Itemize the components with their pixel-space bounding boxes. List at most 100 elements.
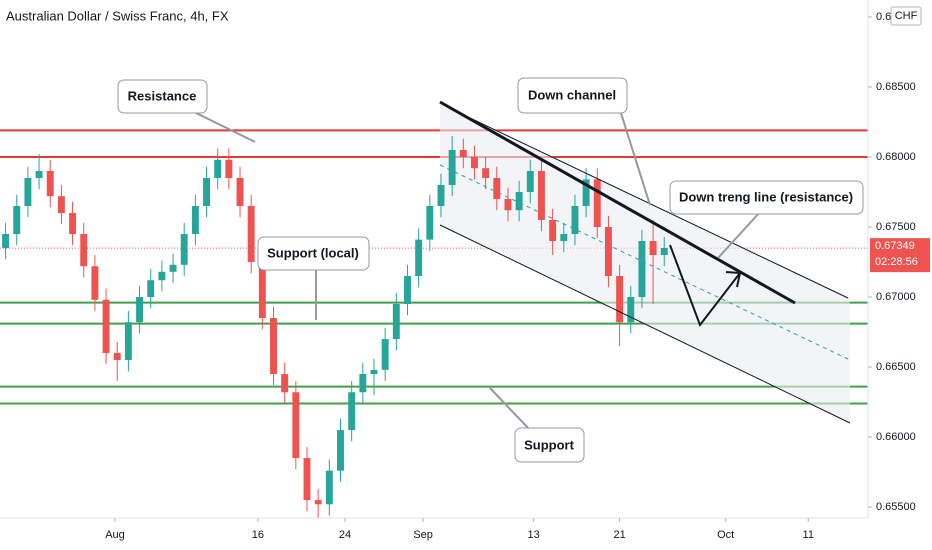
candle-body — [80, 234, 88, 267]
candle-body — [225, 159, 233, 178]
callout-text: Down treng line (resistance) — [679, 189, 853, 204]
y-tick-label: 0.67000 — [876, 291, 916, 303]
candle-body — [236, 177, 244, 206]
candle-body — [46, 170, 54, 197]
callout-pointer — [189, 109, 256, 143]
candle-body — [24, 177, 32, 206]
candle-body — [113, 353, 121, 361]
candle-body — [426, 205, 434, 240]
candle-body — [136, 297, 144, 323]
candle-body — [571, 205, 579, 235]
candle-body — [593, 179, 601, 228]
candle-body — [180, 234, 188, 265]
x-tick-label: 16 — [252, 529, 264, 541]
callout-text: Resistance — [128, 88, 197, 103]
y-tick-label: 0.66000 — [876, 431, 916, 443]
time-axis — [0, 518, 868, 550]
candle-body — [549, 219, 557, 242]
y-tick-label: 0.66500 — [876, 361, 916, 373]
candle-body — [292, 392, 300, 459]
candle-body — [448, 149, 456, 185]
candle-body — [247, 205, 255, 263]
candle-body — [214, 159, 222, 178]
candle-body — [627, 297, 635, 323]
candle-body — [169, 264, 177, 272]
callout-box — [117, 79, 208, 114]
projection-arrow — [669, 244, 741, 328]
candle-body — [13, 205, 21, 235]
channel-upper — [469, 117, 849, 299]
callout-pointer — [717, 211, 761, 259]
x-tick-label: Oct — [717, 529, 734, 541]
callout-box — [257, 236, 370, 271]
candle-body — [270, 318, 277, 375]
callout-text: Down channel — [528, 87, 616, 102]
candle-body — [537, 170, 545, 220]
candle-body — [69, 212, 77, 235]
candle-body — [515, 191, 523, 211]
y-tick-label: 0.68500 — [876, 81, 916, 93]
candle-body — [392, 304, 400, 340]
callout-text: Support — [524, 437, 574, 452]
x-tick-label: 21 — [613, 529, 625, 541]
candle-body — [504, 198, 512, 211]
candle-body — [359, 374, 367, 393]
y-tick-label: 0.68000 — [876, 151, 916, 163]
candle-body — [493, 177, 501, 199]
candle-body — [471, 156, 478, 169]
x-tick-label: Sep — [413, 529, 433, 541]
callout-box — [514, 427, 585, 463]
callouts: Resistance Down channel Down treng line … — [117, 77, 864, 463]
candle-body — [35, 170, 43, 178]
candle-body — [303, 458, 311, 501]
candle-body — [191, 205, 199, 235]
callout-box — [517, 77, 628, 114]
candle-body — [314, 500, 322, 505]
candle-body — [348, 392, 356, 431]
candle-body — [57, 196, 65, 213]
callout-pointer — [489, 387, 531, 431]
callout-pointer — [619, 109, 651, 206]
candle-body — [203, 177, 210, 206]
price-axis — [868, 0, 932, 550]
candle-body — [482, 168, 490, 178]
candle-body — [381, 339, 389, 370]
candle-body — [124, 322, 132, 361]
chart-title: Australian Dollar / Swiss Franc, 4h, FX — [6, 8, 229, 23]
candle-body — [616, 276, 624, 323]
candle-body — [437, 184, 445, 206]
currency-badge — [890, 6, 922, 26]
candle-body — [281, 374, 289, 393]
x-tick-label: 11 — [803, 529, 814, 541]
currency: CHF — [895, 10, 918, 22]
candle-body — [370, 369, 378, 375]
candle-body — [560, 234, 568, 242]
candle-body — [147, 280, 155, 298]
last-price-badge — [870, 238, 930, 273]
trend-line — [439, 100, 796, 305]
candle-body — [660, 248, 668, 256]
candle-body — [649, 241, 657, 256]
y-tick-label: 0.67500 — [876, 221, 916, 233]
candle-body — [404, 276, 411, 305]
channel-lower — [439, 224, 851, 424]
candle-body — [604, 227, 612, 277]
candle-body — [158, 271, 166, 281]
y-tick-label: 0.65500 — [876, 501, 916, 513]
callout-box — [669, 180, 864, 215]
candle-body — [582, 179, 590, 206]
candle-body — [2, 234, 10, 249]
candle-body — [102, 299, 110, 354]
last-price-label: 0.67349 — [875, 240, 915, 252]
x-tick-label: Aug — [105, 529, 125, 541]
candle-body — [91, 266, 99, 300]
arrow-head — [725, 271, 742, 288]
callout-text: Support (local) — [267, 245, 359, 260]
x-tick-label: 24 — [339, 529, 351, 541]
candle-body — [337, 430, 344, 471]
candle-body — [459, 149, 467, 157]
candle-body — [638, 241, 646, 298]
x-tick-label: 13 — [528, 529, 540, 541]
candle-body — [325, 470, 333, 505]
